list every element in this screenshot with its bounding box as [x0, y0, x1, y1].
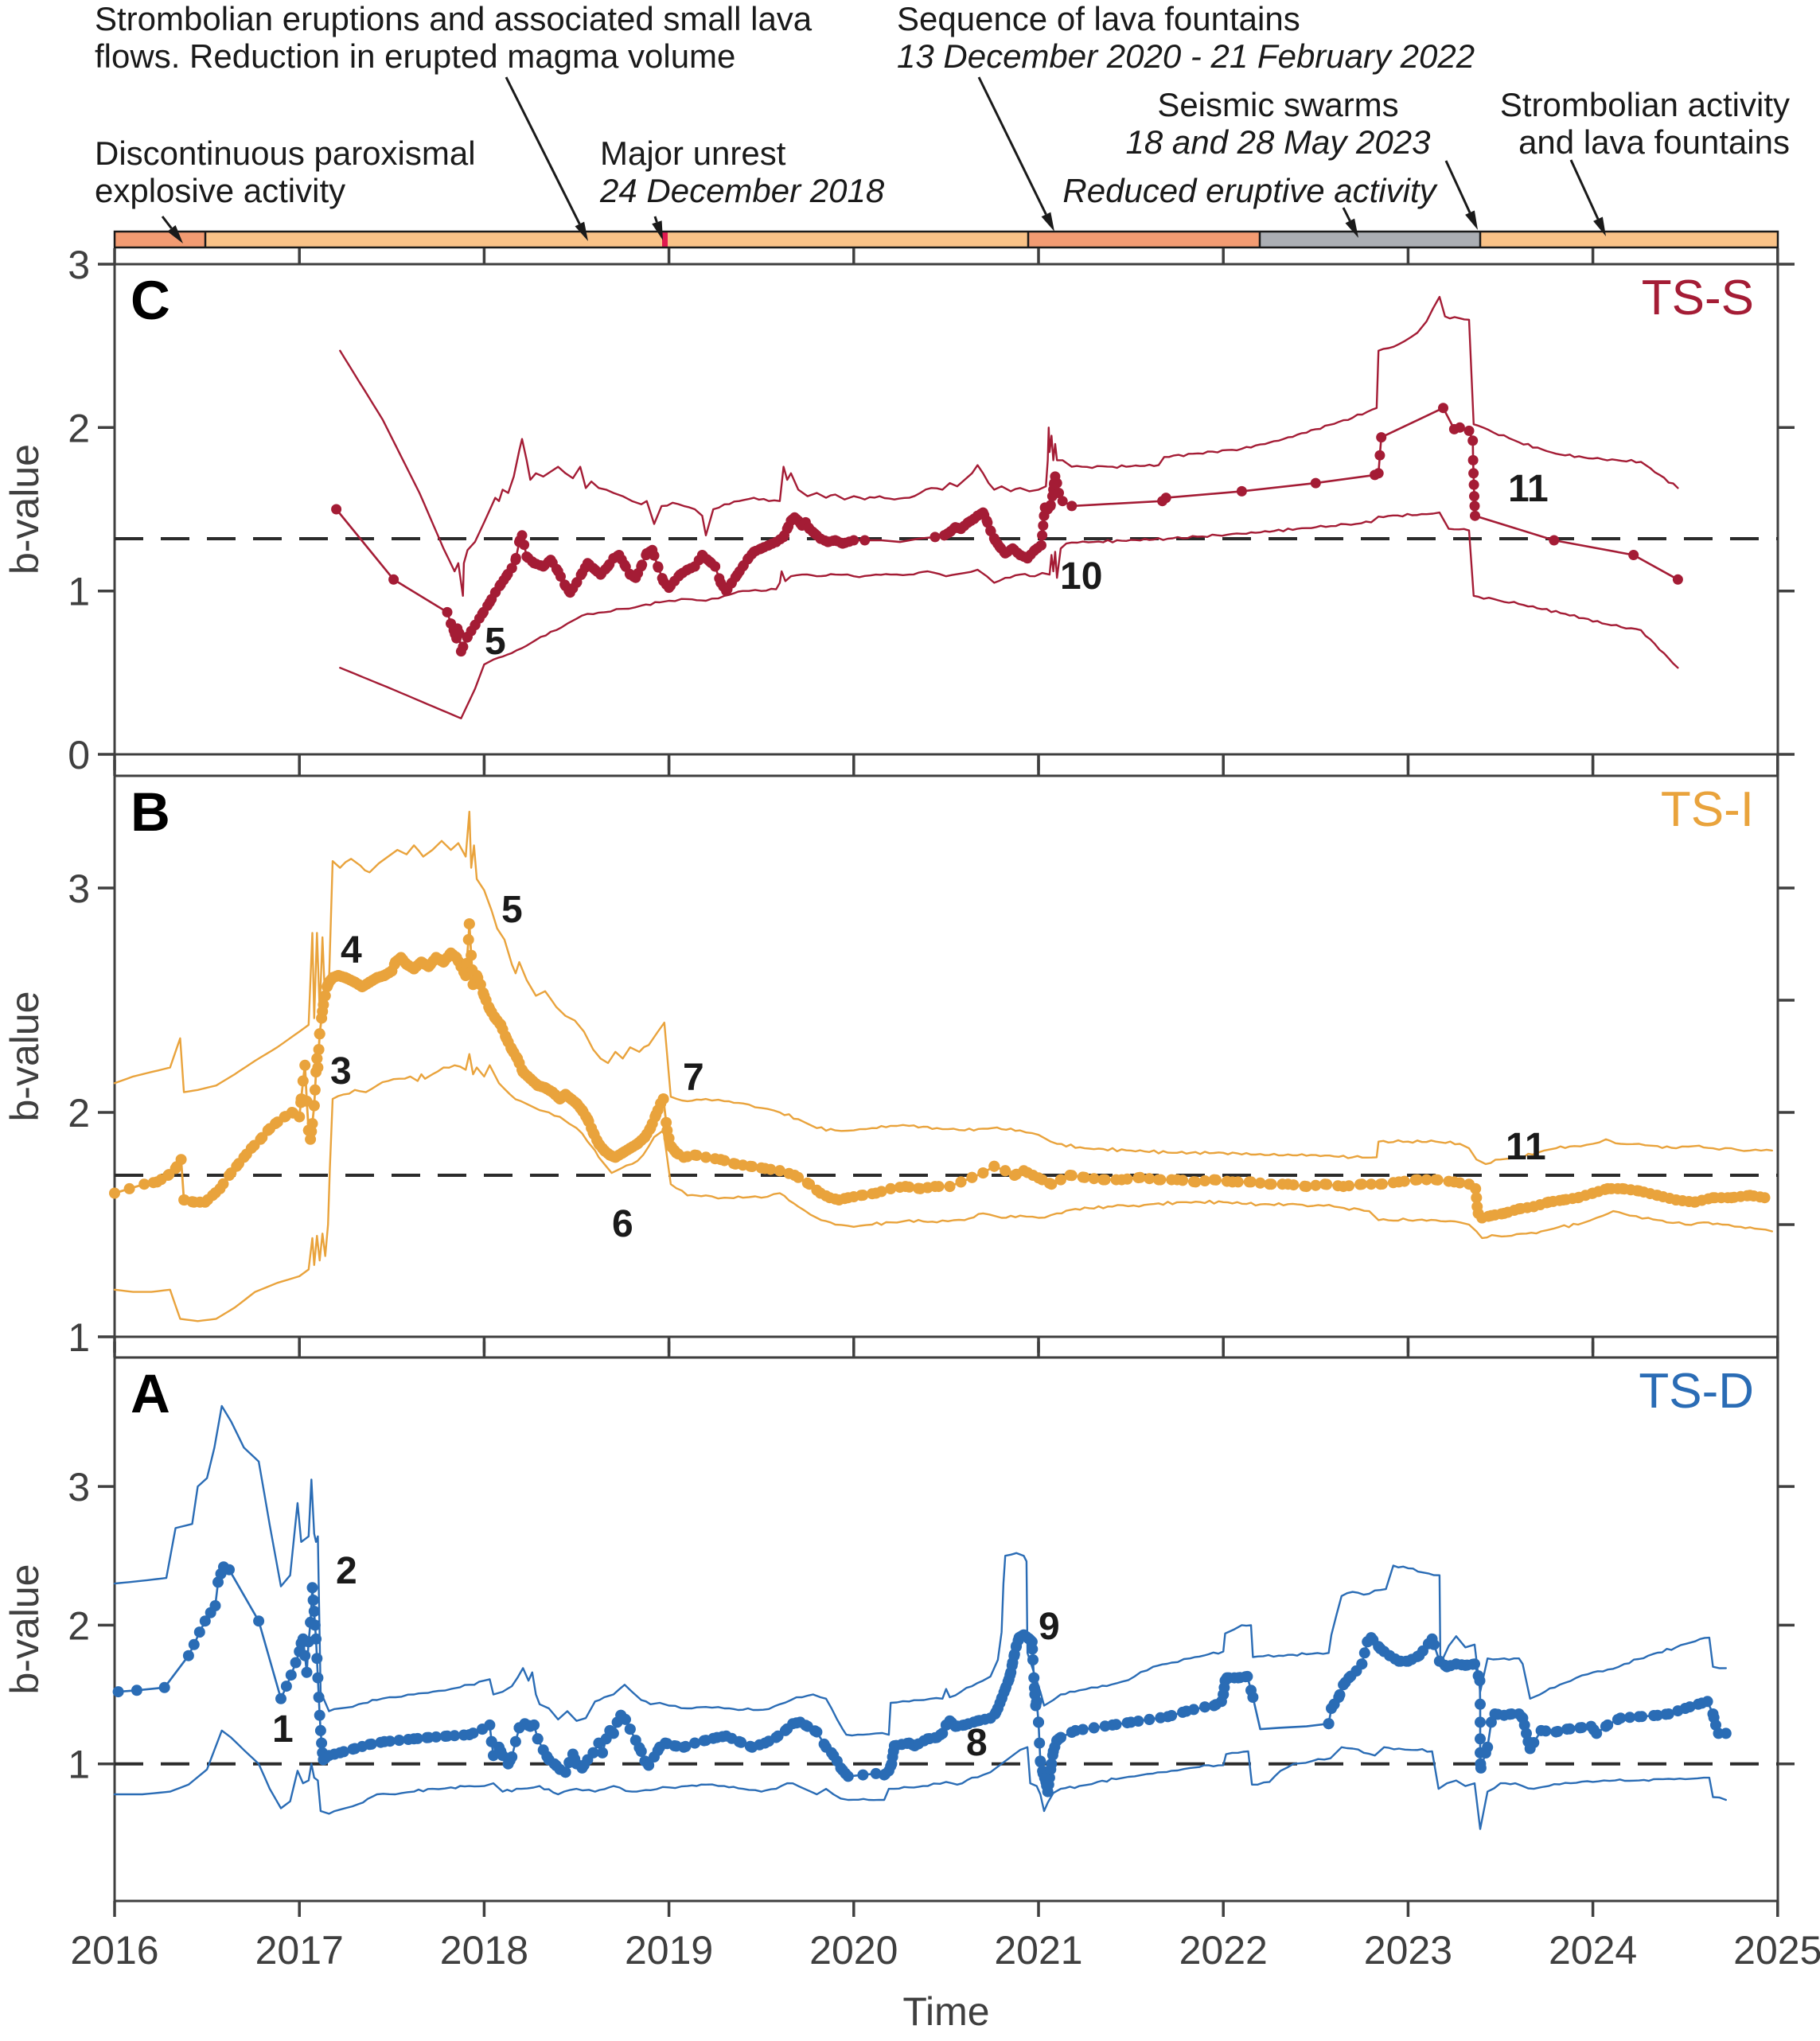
svg-text:2023: 2023 — [1364, 1928, 1452, 1973]
svg-text:2019: 2019 — [625, 1928, 713, 1973]
svg-text:18 and 28 May 2023: 18 and 28 May 2023 — [1126, 123, 1431, 161]
svg-text:11: 11 — [1508, 468, 1549, 510]
svg-text:flows. Reduction in erupted ma: flows. Reduction in erupted magma volume — [95, 37, 735, 75]
svg-text:3: 3 — [68, 1465, 90, 1509]
svg-text:2022: 2022 — [1179, 1928, 1268, 1973]
svg-text:and lava fountains: and lava fountains — [1518, 123, 1790, 161]
svg-text:b-value: b-value — [2, 444, 47, 575]
svg-text:Reduced eruptive activity: Reduced eruptive activity — [1062, 172, 1438, 209]
svg-text:Discontinuous paroxismal: Discontinuous paroxismal — [95, 134, 476, 172]
svg-text:C: C — [131, 270, 170, 331]
svg-text:2025: 2025 — [1733, 1928, 1820, 1973]
svg-text:2021: 2021 — [994, 1928, 1082, 1973]
svg-text:11: 11 — [1506, 1126, 1546, 1168]
svg-text:2: 2 — [68, 1603, 90, 1648]
svg-text:9: 9 — [1039, 1606, 1060, 1648]
svg-text:TS-S: TS-S — [1642, 271, 1754, 325]
svg-text:1: 1 — [272, 1708, 294, 1751]
svg-text:1: 1 — [68, 1315, 90, 1360]
svg-text:10: 10 — [1060, 555, 1102, 598]
svg-text:2: 2 — [68, 1091, 90, 1135]
svg-text:5: 5 — [485, 621, 506, 663]
svg-text:Time: Time — [902, 1989, 989, 2034]
svg-text:7: 7 — [683, 1057, 704, 1099]
svg-text:b-value: b-value — [2, 1564, 47, 1695]
svg-text:3: 3 — [330, 1050, 352, 1093]
svg-text:TS-D: TS-D — [1639, 1364, 1754, 1419]
svg-text:3: 3 — [68, 867, 90, 911]
svg-text:2020: 2020 — [809, 1928, 898, 1973]
svg-text:Sequence of lava fountains: Sequence of lava fountains — [897, 0, 1300, 37]
svg-text:2018: 2018 — [440, 1928, 528, 1973]
svg-text:Seismic swarms: Seismic swarms — [1157, 86, 1398, 123]
svg-text:3: 3 — [68, 243, 90, 287]
svg-text:2: 2 — [336, 1550, 357, 1592]
svg-text:2: 2 — [68, 406, 90, 450]
svg-text:5: 5 — [501, 889, 523, 931]
svg-text:TS-I: TS-I — [1661, 782, 1754, 837]
svg-text:1: 1 — [68, 570, 90, 614]
svg-text:8: 8 — [966, 1722, 988, 1764]
svg-text:B: B — [131, 781, 170, 843]
svg-text:explosive activity: explosive activity — [95, 172, 345, 209]
svg-text:2024: 2024 — [1549, 1928, 1637, 1973]
svg-text:2016: 2016 — [70, 1928, 158, 1973]
svg-text:0: 0 — [68, 733, 90, 777]
svg-text:2017: 2017 — [255, 1928, 344, 1973]
svg-text:4: 4 — [341, 929, 362, 972]
svg-text:1: 1 — [68, 1743, 90, 1787]
svg-text:b-value: b-value — [2, 991, 47, 1122]
svg-text:Strombolian eruptions and asso: Strombolian eruptions and associated sma… — [95, 0, 813, 37]
svg-text:6: 6 — [612, 1203, 633, 1245]
svg-text:Strombolian activity: Strombolian activity — [1500, 86, 1790, 123]
svg-text:Major unrest: Major unrest — [600, 134, 786, 172]
svg-text:A: A — [131, 1363, 170, 1424]
svg-text:24 December 2018: 24 December 2018 — [599, 172, 885, 209]
svg-text:13 December 2020 - 21 February: 13 December 2020 - 21 February 2022 — [897, 37, 1475, 75]
